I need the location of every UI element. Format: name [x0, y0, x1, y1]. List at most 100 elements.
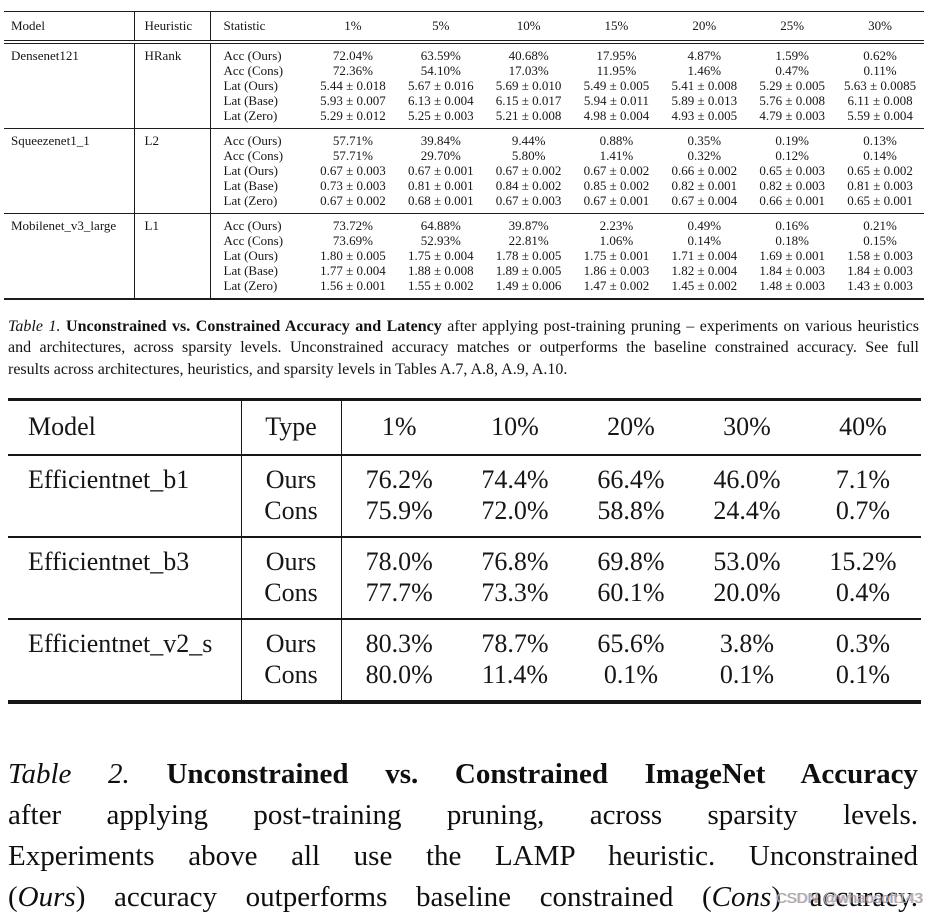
value-cell: 0.35% — [660, 128, 749, 148]
value-cell: 69.8% — [573, 536, 689, 578]
table-row: Mobilenet_v3_large L1 Acc (Ours) 73.72% 64.8… — [4, 213, 924, 233]
table2-caption: Table 2. Unconstrained vs. Constrained I… — [8, 754, 918, 918]
column-header: 25% — [748, 11, 837, 44]
statistic-cell: Lat (Base) — [223, 93, 279, 108]
value-cell: 0.16% — [748, 213, 837, 233]
table-row: Efficientnet_b1 Ours 76.2% 74.4% 66.4% 46.0% 7… — [8, 454, 921, 496]
type-cell: Cons — [241, 495, 342, 538]
caption-segment: Cons — [711, 881, 772, 914]
table2-header: Model Type 1% 10% 20% 30% 40% — [8, 399, 921, 457]
column-header: 20% — [573, 399, 689, 457]
value-cell: 1.46% — [687, 63, 722, 78]
value-cell: 77.7% — [365, 578, 433, 608]
column-header: 20% — [660, 11, 749, 44]
value-cell: 0.66 ± 0.002 — [671, 163, 738, 178]
value-cell: 0.1% — [835, 660, 891, 690]
model-cell: Squeezenet1_1 — [4, 128, 135, 148]
value-cell: 78.7% — [457, 618, 573, 660]
value-cell: 0.67 ± 0.004 — [671, 193, 738, 208]
value-cell: 1.89 ± 0.005 — [495, 263, 562, 278]
value-cell: 76.2% — [341, 454, 457, 496]
value-cell: 1.75 ± 0.001 — [583, 248, 650, 263]
value-cell: 0.47% — [775, 63, 809, 78]
column-header: Type — [241, 399, 342, 457]
value-cell: 5.69 ± 0.010 — [495, 78, 562, 93]
statistic-cell: Lat (Base) — [223, 263, 279, 278]
value-cell: 2.23% — [572, 213, 661, 233]
table-row: Lat (Base) 0.73 ± 0.003 0.81 ± 0.001 0.84 ±… — [4, 178, 924, 193]
table2-body: Efficientnet_b1 Ours 76.2% 74.4% 66.4% 46.0% 7… — [8, 454, 921, 703]
value-cell: 0.11% — [863, 63, 897, 78]
heuristic-cell — [134, 148, 211, 163]
caption-segment: Table 2. — [8, 758, 130, 791]
value-cell: 11.95% — [596, 63, 637, 78]
statistic-cell: Acc (Cons) — [223, 233, 284, 248]
value-cell: 0.32% — [687, 148, 722, 163]
statistic-cell: Lat (Zero) — [223, 108, 278, 123]
model-cell — [4, 108, 135, 129]
value-cell: 1.75 ± 0.004 — [407, 248, 474, 263]
column-header: Heuristic — [134, 11, 211, 44]
value-cell: 4.93 ± 0.005 — [671, 108, 738, 123]
value-cell: 0.73 ± 0.003 — [320, 178, 386, 193]
value-cell: 46.0% — [689, 454, 805, 496]
value-cell: 6.13 ± 0.004 — [407, 93, 474, 108]
value-cell: 1.45 ± 0.002 — [671, 278, 738, 293]
table1-body: Densenet121 HRank Acc (Ours) 72.04% 63.59% 40… — [4, 41, 924, 299]
statistic-cell: Acc (Ours) — [210, 128, 309, 148]
value-cell: 0.18% — [775, 233, 809, 248]
value-cell: 58.8% — [597, 496, 665, 526]
value-cell: 72.36% — [332, 63, 373, 78]
value-cell: 0.13% — [836, 128, 924, 148]
table-row: Lat (Ours) 5.44 ± 0.018 5.67 ± 0.016 5.69 ±… — [4, 78, 924, 93]
value-cell: 80.0% — [365, 660, 433, 690]
table-row: Acc (Cons) 73.69% 52.93% 22.81% 1.06% 0.14% 0.… — [4, 233, 924, 248]
value-cell: 1.55 ± 0.002 — [407, 278, 474, 293]
value-cell: 0.85 ± 0.002 — [583, 178, 650, 193]
value-cell: 40.68% — [484, 41, 573, 63]
table-row: Acc (Cons) 72.36% 54.10% 17.03% 11.95% 1.46% 0… — [4, 63, 924, 78]
value-cell: 78.0% — [341, 536, 457, 578]
value-cell: 22.81% — [508, 233, 549, 248]
column-header: 1% — [309, 11, 397, 44]
value-cell: 0.67 ± 0.001 — [407, 163, 474, 178]
value-cell: 1.84 ± 0.003 — [759, 263, 825, 278]
value-cell: 1.86 ± 0.003 — [583, 263, 650, 278]
model-cell — [8, 659, 242, 703]
statistic-cell: Lat (Ours) — [223, 163, 279, 178]
table-row: Densenet121 HRank Acc (Ours) 72.04% 63.59% 40… — [4, 41, 924, 63]
value-cell: 75.9% — [365, 496, 433, 526]
value-cell: 0.81 ± 0.001 — [407, 178, 474, 193]
type-cell: Ours — [241, 536, 342, 578]
caption-segment: and architectures, across sparsity level… — [8, 339, 919, 357]
value-cell: 6.11 ± 0.008 — [847, 93, 913, 108]
value-cell: 0.81 ± 0.003 — [847, 178, 913, 193]
type-cell: Cons — [241, 659, 342, 703]
value-cell: 0.14% — [687, 233, 722, 248]
value-cell: 0.88% — [572, 128, 661, 148]
value-cell: 5.93 ± 0.007 — [320, 93, 386, 108]
table-row: Lat (Zero) 1.56 ± 0.001 1.55 ± 0.002 1.49 ±… — [4, 278, 924, 299]
value-cell: 53.0% — [689, 536, 805, 578]
value-cell: 4.87% — [660, 41, 749, 63]
value-cell: 5.25 ± 0.003 — [407, 108, 474, 123]
heuristic-cell — [134, 108, 211, 129]
header-row: Model Type 1% 10% 20% 30% 40% — [8, 399, 921, 457]
value-cell: 5.41 ± 0.008 — [671, 78, 738, 93]
value-cell: 0.14% — [863, 148, 897, 163]
value-cell: 39.87% — [484, 213, 573, 233]
table-row: Cons 75.9% 72.0% 58.8% 24.4% 0.7% — [8, 495, 921, 538]
table-row: Lat (Ours) 1.80 ± 0.005 1.75 ± 0.004 1.78 ±… — [4, 248, 924, 263]
value-cell: 39.84% — [396, 128, 485, 148]
value-cell: 1.69 ± 0.001 — [759, 248, 825, 263]
statistic-cell: Acc (Cons) — [223, 148, 284, 163]
statistic-cell: Lat (Zero) — [223, 278, 278, 293]
value-cell: 5.29 ± 0.012 — [320, 108, 386, 123]
value-cell: 64.88% — [396, 213, 485, 233]
heuristic-cell — [134, 278, 211, 299]
model-cell — [8, 495, 242, 538]
header-row: Model Heuristic Statistic 1% 5% 10% 15% 20% 25% 3… — [4, 11, 924, 44]
statistic-cell: Acc (Cons) — [223, 63, 284, 78]
value-cell: 52.93% — [420, 233, 461, 248]
